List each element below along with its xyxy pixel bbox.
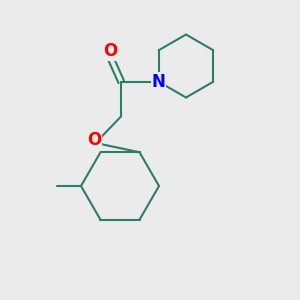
Text: O: O [87, 131, 101, 149]
Text: N: N [152, 73, 166, 91]
Text: O: O [103, 42, 117, 60]
